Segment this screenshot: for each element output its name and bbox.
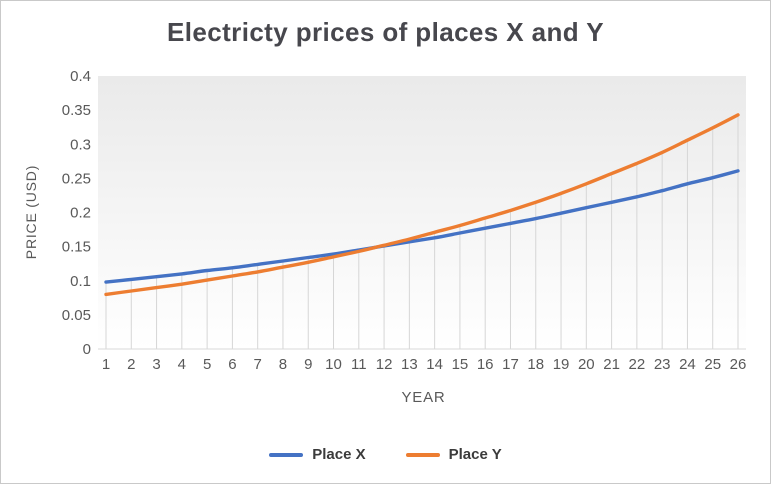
x-tick-label: 7 bbox=[254, 356, 262, 373]
y-tick-label: 0.1 bbox=[70, 273, 91, 290]
x-tick-label: 26 bbox=[730, 356, 747, 373]
x-tick-label: 10 bbox=[325, 356, 342, 373]
legend-item-place-x: Place X bbox=[269, 446, 366, 463]
x-tick-label: 15 bbox=[452, 356, 469, 373]
legend-swatch-place-x bbox=[269, 452, 304, 457]
y-tick-label: 0 bbox=[83, 341, 91, 358]
x-tick-label: 2 bbox=[127, 356, 135, 373]
x-tick-label: 4 bbox=[178, 356, 186, 373]
plot-area-background bbox=[98, 76, 746, 349]
y-tick-label: 0.35 bbox=[62, 102, 91, 119]
legend: Place X Place Y bbox=[1, 446, 770, 463]
x-tick-label: 20 bbox=[578, 356, 595, 373]
y-tick-label: 0.4 bbox=[70, 68, 91, 85]
x-tick-label: 17 bbox=[502, 356, 519, 373]
x-tick-label: 18 bbox=[527, 356, 544, 373]
x-tick-label: 19 bbox=[553, 356, 570, 373]
y-tick-label: 0.3 bbox=[70, 136, 91, 153]
x-tick-label: 8 bbox=[279, 356, 287, 373]
x-tick-label: 12 bbox=[376, 356, 393, 373]
x-tick-label: 22 bbox=[629, 356, 646, 373]
x-tick-label: 5 bbox=[203, 356, 211, 373]
chart-title: Electricty prices of places X and Y bbox=[167, 17, 604, 47]
x-tick-label: 14 bbox=[426, 356, 443, 373]
x-tick-label: 6 bbox=[228, 356, 236, 373]
x-tick-label: 11 bbox=[351, 356, 367, 373]
x-tick-label: 1 bbox=[102, 356, 110, 373]
legend-swatch-place-y bbox=[405, 452, 440, 457]
y-tick-label: 0.15 bbox=[62, 239, 91, 256]
x-tick-label: 25 bbox=[704, 356, 721, 373]
x-tick-label: 3 bbox=[152, 356, 160, 373]
series-line-place-x bbox=[104, 169, 740, 284]
legend-label-place-x: Place X bbox=[312, 446, 366, 463]
y-tick-label: 0.2 bbox=[70, 205, 91, 222]
y-tick-label: 0.25 bbox=[62, 170, 91, 187]
legend-label-place-y: Place Y bbox=[448, 446, 502, 463]
y-tick-label: 0.05 bbox=[62, 307, 91, 324]
legend-item-place-y: Place Y bbox=[405, 446, 502, 463]
x-tick-label: 16 bbox=[477, 356, 494, 373]
x-tick-label: 23 bbox=[654, 356, 671, 373]
y-axis-title: PRICE (USD) bbox=[23, 164, 39, 260]
series-line-place-y bbox=[104, 113, 740, 297]
x-tick-label: 9 bbox=[304, 356, 312, 373]
x-axis-title: YEAR bbox=[401, 389, 446, 406]
x-tick-label: 13 bbox=[401, 356, 418, 373]
x-tick-label: 24 bbox=[679, 356, 696, 373]
x-tick-label: 21 bbox=[603, 356, 620, 373]
